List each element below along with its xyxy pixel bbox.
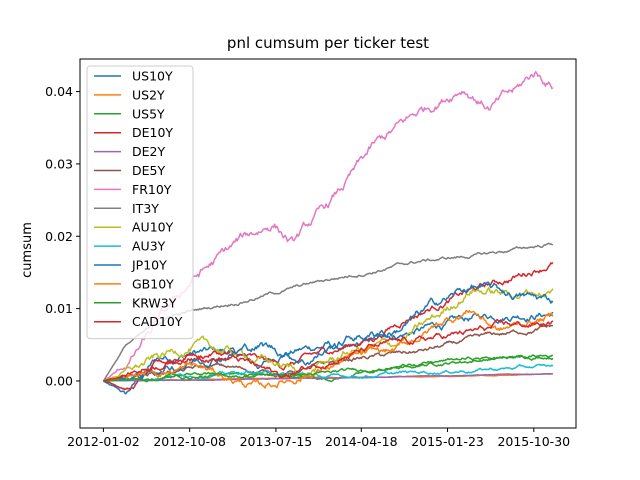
y-tick-label-4: 0.04 — [45, 84, 73, 99]
y-tick-label-3: 0.03 — [45, 156, 73, 171]
x-tick-label-4: 2015-01-23 — [411, 434, 484, 449]
legend-label-de5y: DE5Y — [132, 163, 165, 178]
y-tick-label-1: 0.01 — [45, 301, 73, 316]
x-tick-label-0: 2012-01-02 — [67, 434, 140, 449]
plot-frame — [79, 58, 577, 429]
x-tick-label-1: 2012-10-08 — [153, 434, 226, 449]
chart-title: pnl cumsum per ticker test — [227, 34, 429, 52]
y-tick-label-0: 0.00 — [45, 373, 73, 388]
legend-label-de10y: DE10Y — [132, 125, 173, 140]
x-axis: 2012-01-02 2012-10-08 2013-07-15 2014-04-18… — [67, 428, 570, 449]
series-line-gb10y — [103, 309, 554, 389]
legend-label-cad10y: CAD10Y — [132, 314, 183, 329]
legend-label-au10y: AU10Y — [132, 220, 174, 235]
series-layer — [102, 71, 554, 395]
series-line-krw3y — [103, 354, 553, 383]
x-tick-label-5: 2015-10-30 — [497, 434, 570, 449]
series-line-au10y — [103, 287, 554, 382]
series-line-de2y — [103, 372, 553, 382]
legend-label-it3y: IT3Y — [132, 201, 159, 216]
legend-label-krw3y: KRW3Y — [132, 295, 177, 310]
legend-label-us10y: US10Y — [132, 69, 173, 84]
x-tick-label-2: 2013-07-15 — [240, 434, 313, 449]
legend-label-jp10y: JP10Y — [131, 258, 167, 273]
series-line-au3y — [103, 363, 554, 382]
legend-box — [86, 65, 194, 340]
legend-label-gb10y: GB10Y — [132, 276, 174, 291]
y-tick-label-2: 0.02 — [45, 229, 73, 244]
legend-label-us2y: US2Y — [132, 87, 165, 102]
legend-label-fr10y: FR10Y — [132, 182, 172, 197]
y-axis: 0.00 0.01 0.02 0.03 0.04 — [45, 84, 80, 388]
y-axis-label: cumsum — [20, 222, 35, 278]
legend-label-us5y: US5Y — [132, 106, 165, 121]
x-tick-label-3: 2014-04-18 — [325, 434, 398, 449]
legend: US10Y US2Y US5Y DE10Y DE2Y DE5Y FR10Y IT3Y AU10Y… — [86, 65, 194, 340]
legend-label-au3y: AU3Y — [132, 239, 166, 254]
legend-label-de2y: DE2Y — [132, 144, 165, 159]
series-line-de10y — [103, 261, 554, 391]
series-line-cad10y — [103, 318, 554, 382]
